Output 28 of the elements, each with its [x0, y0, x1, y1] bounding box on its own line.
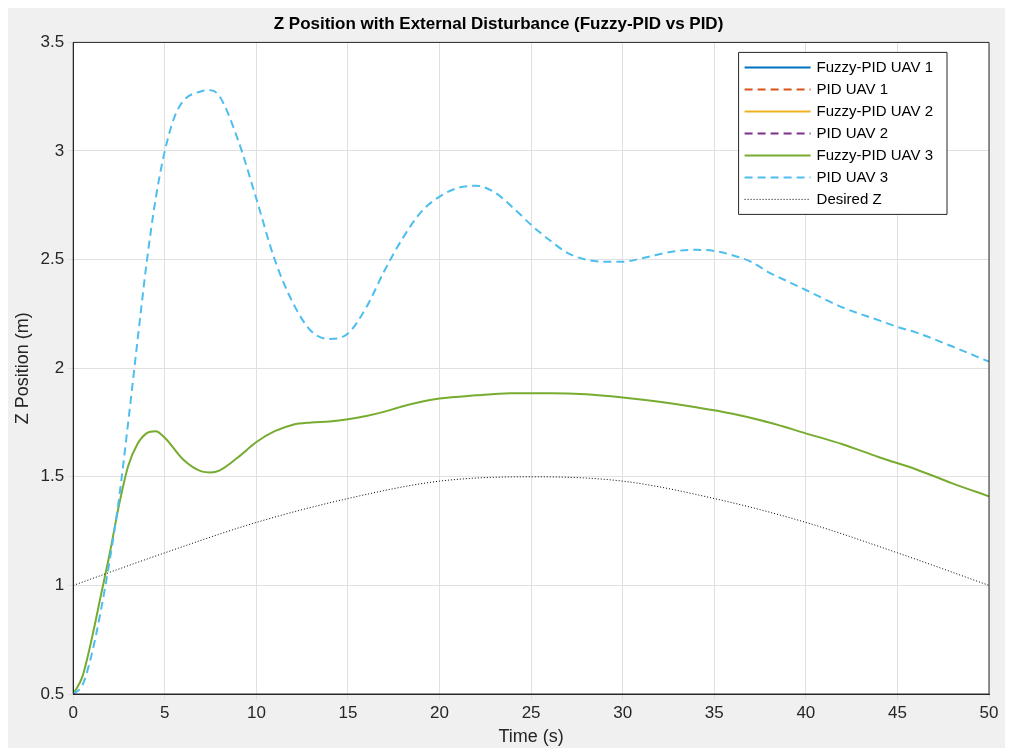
y-tick-label: 0.5 — [40, 683, 65, 703]
legend-label: PID UAV 1 — [816, 79, 889, 97]
y-tick-label: 2 — [54, 357, 65, 377]
x-tick-label: 50 — [979, 702, 999, 722]
x-tick-label: 0 — [68, 702, 78, 722]
legend-label: Fuzzy-PID UAV 3 — [816, 145, 934, 163]
x-tick-label: 5 — [160, 702, 170, 722]
legend-label: PID UAV 2 — [816, 123, 889, 141]
y-tick-label: 1 — [54, 575, 65, 595]
x-tick-label: 35 — [704, 702, 724, 722]
x-tick-label: 25 — [521, 702, 541, 722]
y-tick-label: 3 — [54, 140, 65, 160]
y-tick-label: 2.5 — [40, 249, 65, 269]
x-tick-label: 45 — [887, 702, 907, 722]
y-tick-label: 3.5 — [40, 32, 65, 52]
x-tick-label: 10 — [246, 702, 266, 722]
x-tick-label: 30 — [613, 702, 633, 722]
x-tick-label: 40 — [796, 702, 816, 722]
x-tick-label: 15 — [338, 702, 358, 722]
x-tick-label: 20 — [430, 702, 449, 722]
legend-label: Fuzzy-PID UAV 2 — [816, 101, 934, 119]
legend-label: Desired Z — [816, 189, 882, 207]
chart-title: Z Position with External Disturbance (Fuzzy-PID vs PID) — [273, 13, 724, 33]
legend-label: Fuzzy-PID UAV 1 — [816, 57, 934, 75]
y-axis-title: Z Position (m) — [11, 312, 32, 425]
legend-label: PID UAV 3 — [816, 167, 889, 185]
x-axis-title: Time (s) — [498, 726, 564, 747]
y-tick-label: 1.5 — [40, 466, 65, 486]
